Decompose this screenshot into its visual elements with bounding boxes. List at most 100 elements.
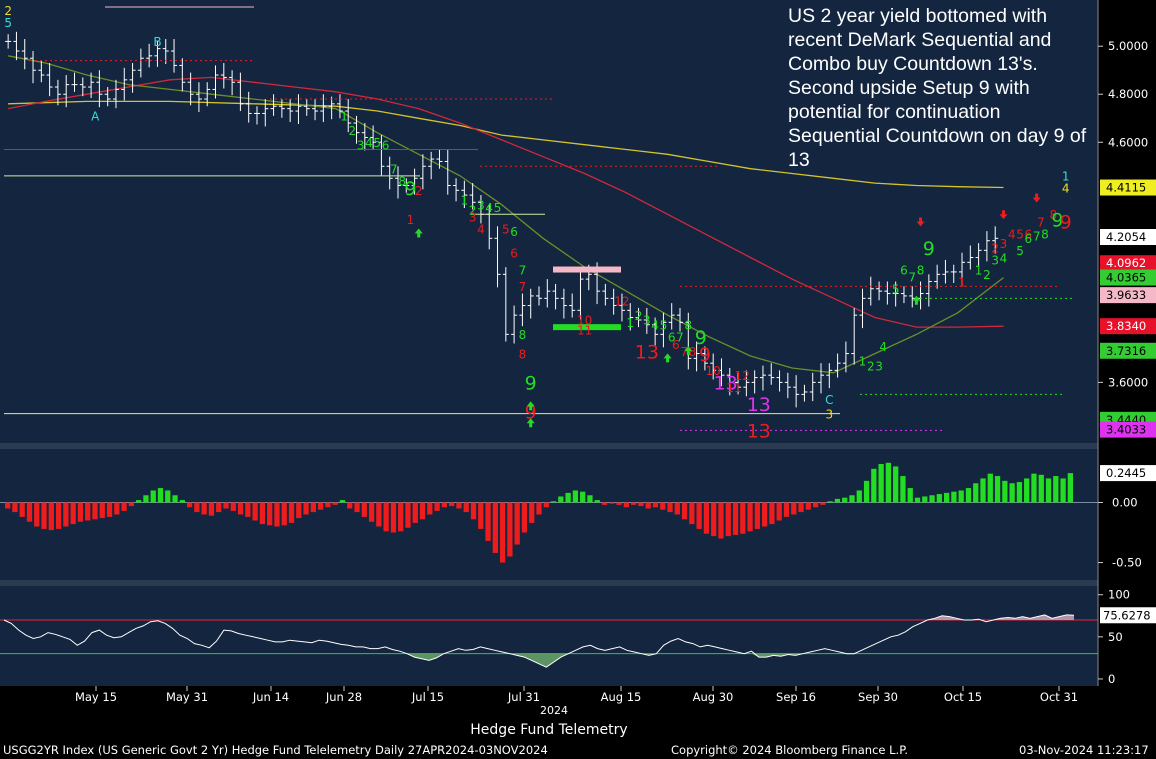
oscillator-bar	[681, 502, 688, 520]
oscillator-bar	[543, 502, 549, 508]
oscillator-bar	[740, 502, 746, 534]
td-count-label: 7	[1037, 215, 1045, 229]
oscillator-bar	[580, 491, 586, 503]
panel-divider-2[interactable]	[0, 580, 1098, 586]
oscillator-bar	[922, 496, 928, 503]
oscillator-bar	[157, 488, 164, 503]
rsi-last-box	[1100, 607, 1156, 624]
td-count-label: 11	[577, 323, 592, 337]
oscillator-bar	[245, 502, 251, 517]
td-count-label: 1	[958, 275, 966, 289]
oscillator-panel-background	[0, 449, 1098, 580]
oscillator-bar	[48, 502, 54, 531]
td-count-label: 2	[867, 359, 875, 373]
oscillator-bar	[179, 500, 185, 503]
x-axis-year: 2024	[540, 704, 568, 717]
td-count-label: 6	[510, 225, 518, 239]
td-count-label: 5	[494, 201, 502, 215]
td-count-label: 10	[706, 364, 721, 378]
x-tick-label: Aug 30	[693, 690, 734, 704]
td-count-label: 7	[519, 263, 527, 277]
td-count-label: 13	[635, 341, 659, 363]
oscillator-bar	[237, 502, 244, 515]
oscillator-bar	[478, 502, 484, 529]
chart-annotation: US 2 year yield bottomed with recent DeM…	[788, 5, 1087, 171]
oscillator-bar	[958, 490, 964, 503]
rsi-line	[3, 614, 1075, 668]
td-count-label: 4	[1008, 227, 1016, 241]
oscillator-bar	[470, 502, 477, 520]
oscillator-bar	[805, 502, 811, 510]
oscillator-bar	[252, 502, 258, 521]
oscillator-bar	[638, 502, 644, 507]
td-count-label: 5	[892, 283, 900, 297]
oscillator-bar	[776, 502, 782, 521]
oscillator-bar	[317, 502, 324, 510]
td-count-label: 4	[1062, 182, 1070, 196]
td-count-label: 2	[991, 242, 999, 256]
td-count-label: 6	[1025, 227, 1033, 241]
oscillator-bar	[390, 502, 397, 533]
td-count-label: 6	[382, 138, 390, 152]
oscillator-bar	[521, 502, 528, 533]
price-label-box	[1100, 229, 1156, 246]
oscillator-bar	[216, 502, 222, 513]
oscillator-bar	[558, 496, 564, 503]
td-count-label: 4	[1000, 251, 1008, 265]
osc-last-label: 0.2445	[1106, 466, 1146, 480]
oscillator-bar	[987, 473, 993, 503]
oscillator-bar	[354, 502, 360, 513]
td-count-label: 3	[825, 407, 833, 421]
oscillator-bar	[223, 502, 229, 509]
oscillator-bar	[347, 502, 353, 509]
oscillator-bar	[259, 502, 266, 525]
buy-arrow-icon	[663, 353, 672, 363]
oscillator-bar	[361, 502, 367, 517]
oscillator-bar	[667, 502, 673, 513]
oscillator-bar	[965, 488, 972, 503]
oscillator-bar	[572, 490, 579, 503]
oscillator-bar	[405, 502, 411, 528]
rsi-last-label: 75.6278	[1103, 608, 1151, 622]
oscillator-bar	[463, 502, 469, 513]
x-tick-label: Aug 15	[601, 690, 642, 704]
td-count-label: 9	[1060, 212, 1072, 234]
oscillator-bar	[842, 497, 848, 503]
oscillator-bar	[900, 476, 906, 503]
td-count-label: 8	[684, 319, 692, 333]
oscillator-bar	[1024, 478, 1030, 503]
td-count-label: 10	[577, 314, 592, 328]
resistance-band	[553, 266, 621, 273]
oscillator-bar	[412, 502, 418, 523]
price-label: 3.4033	[1106, 423, 1146, 437]
x-axis-title: Hedge Fund Telemetry	[470, 722, 628, 738]
oscillator-bar	[92, 502, 98, 520]
x-tick-label: Sep 30	[858, 690, 898, 704]
panel-divider-1[interactable]	[0, 443, 1098, 449]
oscillator-bar	[929, 495, 935, 503]
oscillator-bar	[383, 502, 389, 532]
price-label: 3.9633	[1106, 288, 1146, 302]
ma_red-line	[7, 76, 1004, 328]
td-count-label: 6	[668, 331, 676, 345]
oscillator-bar	[529, 502, 535, 523]
price-label-box	[1100, 421, 1156, 438]
oscillator-bar	[492, 502, 498, 553]
oscillator-bar	[943, 492, 950, 503]
oscillator-bar	[674, 502, 680, 515]
td-count-label: 6	[672, 338, 680, 352]
oscillator-bar	[783, 502, 790, 517]
y-tick-label: 5.0000	[1108, 39, 1148, 53]
td-count-label: 6	[510, 247, 518, 261]
td-count-label: 4	[879, 340, 887, 354]
td-count-label: 5	[4, 16, 12, 30]
oscillator-bar	[12, 502, 18, 513]
td-count-label: 8	[519, 328, 527, 342]
rsi-tick-label: 0	[1108, 672, 1115, 686]
td-count-label: 3	[477, 198, 485, 212]
oscillator-bar	[630, 502, 637, 505]
oscillator-bar	[339, 500, 346, 503]
oscillator-bar	[288, 502, 295, 523]
oscillator-bar	[499, 502, 506, 563]
oscillator-bar	[114, 502, 120, 515]
